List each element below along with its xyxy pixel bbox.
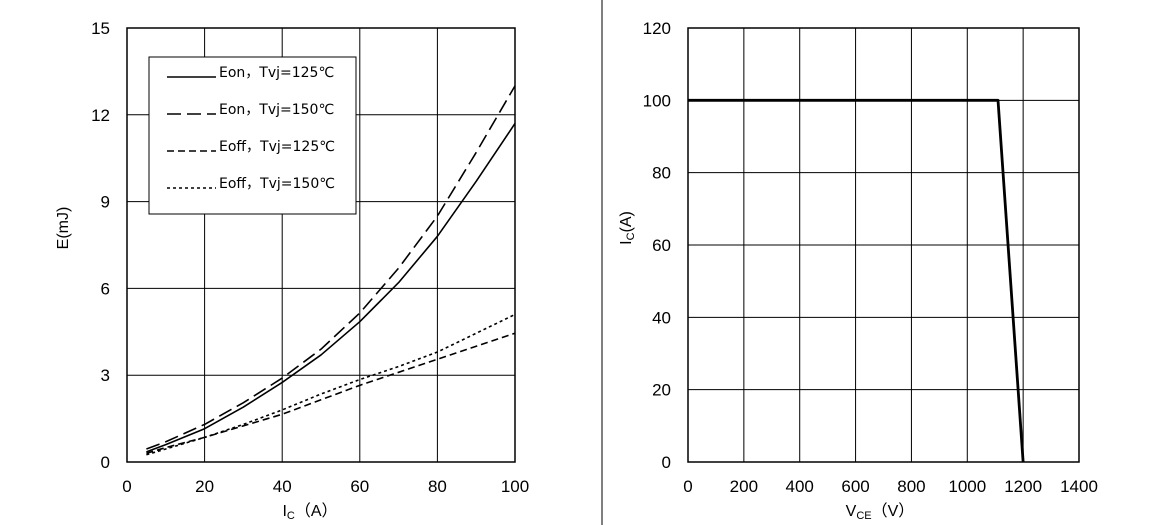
series-line-1 — [688, 98, 1025, 463]
y-tick-label: 6 — [101, 279, 110, 298]
legend-label-4: Eoff，Tvj=150℃ — [219, 176, 335, 192]
x-tick-label: 0 — [122, 477, 131, 496]
left-y-axis-label: E(mJ) — [55, 207, 72, 250]
legend-label-3: Eoff，Tvj=125℃ — [219, 139, 335, 155]
series-line-1 — [146, 123, 516, 453]
y-tick-label: 80 — [652, 164, 671, 183]
right-grid — [688, 28, 1079, 462]
x-tick-label: 1000 — [948, 477, 986, 496]
y-tick-label: 3 — [101, 366, 110, 385]
x-tick-label: 100 — [501, 477, 529, 496]
y-tick-label: 40 — [652, 308, 671, 327]
x-tick-label: 800 — [897, 477, 925, 496]
y-tick-label: 100 — [643, 91, 671, 110]
x-tick-label: 80 — [428, 477, 447, 496]
x-tick-label: 20 — [195, 477, 214, 496]
y-tick-label: 60 — [652, 236, 671, 255]
x-tick-label: 0 — [683, 477, 692, 496]
series-line-3 — [146, 332, 516, 455]
y-tick-label: 12 — [91, 106, 110, 125]
right-y-axis-label: IC(A) — [618, 211, 637, 245]
left-legend: Eon，Tvj=125℃ Eon，Tvj=150℃ Eoff，Tvj=125℃ Eof… — [148, 56, 357, 215]
right-x-tick-labels: 0 200 400 600 800 1000 1200 1400 — [683, 477, 1098, 496]
y-tick-label: 120 — [643, 19, 671, 38]
x-tick-label: 60 — [350, 477, 369, 496]
right-plot-frame — [687, 27, 1080, 463]
left-x-tick-labels: 0 20 40 60 80 100 — [122, 477, 529, 496]
right-series-group — [688, 98, 1025, 463]
left-y-tick-labels: 0 3 6 9 12 15 — [91, 19, 110, 472]
legend-box — [148, 56, 357, 215]
y-tick-label: 0 — [662, 453, 671, 472]
y-tick-label: 0 — [101, 453, 110, 472]
x-tick-label: 400 — [786, 477, 814, 496]
x-tick-label: 40 — [273, 477, 292, 496]
right-y-tick-labels: 0 20 40 60 80 100 120 — [643, 19, 671, 472]
x-tick-label: 1400 — [1060, 477, 1098, 496]
left-plot-frame — [126, 27, 516, 463]
safe-operating-area-chart: 0 200 400 600 800 1000 1200 1400 0 20 40 60 80 100 12… — [618, 19, 1098, 522]
x-tick-label: 1200 — [1004, 477, 1042, 496]
y-tick-label: 9 — [101, 193, 110, 212]
legend-label-2: Eon，Tvj=150℃ — [219, 102, 334, 118]
legend-label-1: Eon，Tvj=125℃ — [219, 65, 334, 81]
y-tick-label: 15 — [91, 19, 110, 38]
left-x-axis-label: IC（A） — [282, 502, 337, 522]
y-tick-label: 20 — [652, 381, 671, 400]
switching-energy-chart: 0 20 40 60 80 100 0 3 6 9 12 15 IC（A） E(mJ) Eon，Tv… — [55, 19, 529, 522]
left-series-group — [146, 85, 516, 456]
x-tick-label: 200 — [730, 477, 758, 496]
series-line-2 — [146, 85, 516, 450]
right-x-axis-label: VCE（V） — [846, 502, 915, 522]
x-tick-label: 600 — [841, 477, 869, 496]
series-line-4 — [146, 313, 516, 456]
